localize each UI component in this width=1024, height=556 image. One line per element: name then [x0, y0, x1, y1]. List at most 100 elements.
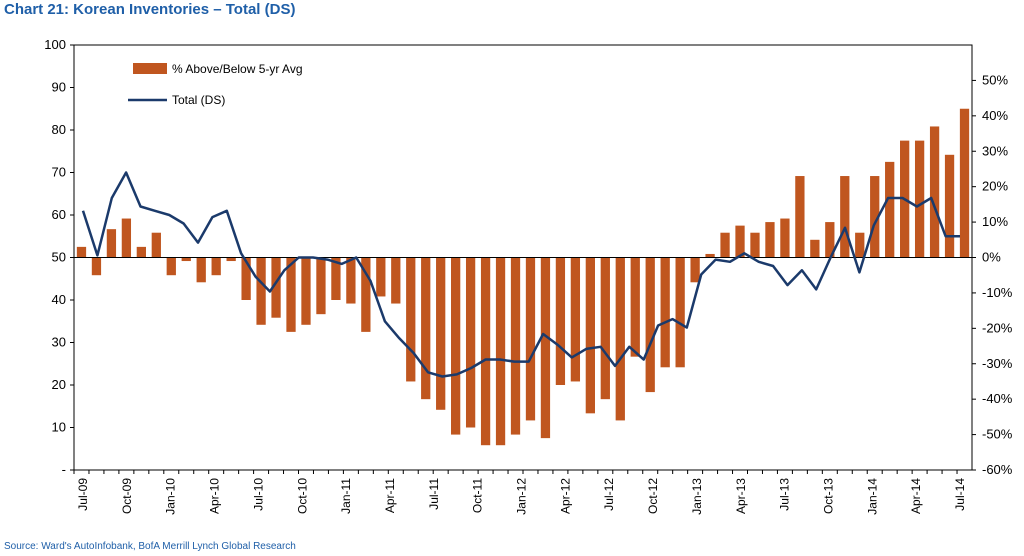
x-tick-label: Jul-14 — [953, 478, 967, 511]
x-tick-label: Jan-13 — [690, 478, 704, 515]
x-tick-label: Jan-11 — [339, 478, 353, 514]
bar — [136, 246, 146, 258]
bar — [211, 257, 221, 276]
line-series — [81, 171, 960, 378]
bar — [675, 257, 685, 368]
bar — [361, 257, 371, 332]
bar — [256, 257, 266, 325]
left-tick-label: 20 — [52, 377, 66, 392]
right-axis: -60% -50% -40% -30% -20% -10% 0% 10% 20% 30% 40% 50… — [972, 72, 1013, 477]
right-tick-label: -30% — [982, 356, 1013, 371]
bar — [780, 218, 790, 258]
bar — [331, 257, 341, 300]
bar — [914, 140, 925, 258]
bar — [885, 161, 895, 258]
x-tick-label: Jul-10 — [251, 478, 265, 511]
x-tick-label: Apr-13 — [734, 478, 748, 514]
bar — [286, 257, 296, 332]
bar — [810, 239, 820, 258]
x-tick-label: Oct-13 — [821, 478, 835, 514]
source-note: Source: Ward's AutoInfobank, BofA Merril… — [4, 541, 296, 552]
bar — [840, 176, 850, 258]
x-tick-label: Oct-12 — [646, 478, 660, 514]
left-axis: - 10 20 30 40 50 60 70 80 90 100 — [44, 37, 74, 477]
bar — [750, 232, 760, 258]
x-tick-label: Jan-12 — [515, 478, 529, 515]
bar — [166, 257, 176, 276]
bar — [121, 218, 132, 258]
bar — [346, 257, 356, 304]
left-tick-label: 60 — [52, 207, 66, 222]
bar — [660, 257, 670, 368]
legend-bar-label: % Above/Below 5-yr Avg — [172, 62, 303, 76]
bar — [91, 257, 102, 276]
left-tick-label: 30 — [52, 335, 66, 350]
x-tick-label: Jul-12 — [602, 478, 616, 511]
bar — [181, 257, 191, 262]
right-tick-label: -20% — [982, 320, 1013, 335]
x-axis: Jul-09 Oct-09 Jan-10 Apr-10 Jul-10 Oct-10 Jan-… — [73, 470, 967, 515]
right-tick-label: 40% — [982, 108, 1008, 123]
bar — [929, 126, 940, 258]
bar — [705, 253, 715, 258]
bar — [316, 257, 326, 315]
right-tick-label: -10% — [982, 285, 1013, 300]
bar — [525, 257, 536, 421]
x-tick-label: Apr-12 — [558, 478, 572, 514]
x-tick-label: Oct-10 — [295, 478, 309, 514]
x-tick-label: Jul-13 — [778, 478, 792, 511]
right-tick-label: -60% — [982, 462, 1013, 477]
bar — [870, 176, 880, 258]
bar — [645, 257, 655, 393]
x-tick-label: Oct-11 — [471, 478, 485, 513]
left-tick-label: 50 — [52, 250, 66, 265]
x-tick-label: Jul-11 — [427, 478, 441, 510]
bar — [825, 222, 835, 258]
bar — [480, 257, 491, 446]
x-tick-label: Apr-11 — [383, 478, 397, 513]
bar — [765, 222, 775, 258]
bar — [855, 232, 865, 258]
legend-line-label: Total (DS) — [172, 93, 225, 107]
bar — [585, 257, 595, 414]
bar — [795, 176, 805, 258]
right-tick-label: 50% — [982, 72, 1008, 87]
left-tick-label: 100 — [44, 37, 66, 52]
bar — [151, 232, 161, 258]
bar — [735, 225, 745, 258]
bar — [451, 257, 461, 435]
x-tick-label: Apr-10 — [208, 478, 222, 514]
bar — [376, 257, 386, 297]
bar — [301, 257, 311, 325]
bar — [720, 232, 730, 258]
left-tick-label: 80 — [52, 122, 66, 137]
x-tick-label: Jul-09 — [76, 478, 90, 511]
right-tick-label: 30% — [982, 143, 1008, 158]
total-line — [81, 171, 960, 378]
bar — [421, 257, 431, 400]
bar — [690, 257, 700, 283]
bar — [495, 257, 506, 446]
right-tick-label: 10% — [982, 214, 1008, 229]
right-tick-label: 0% — [982, 250, 1001, 265]
bar — [271, 257, 281, 318]
bar — [570, 257, 581, 382]
x-tick-label: Apr-14 — [909, 478, 923, 514]
x-tick-label: Jan-10 — [164, 478, 178, 515]
bar — [944, 154, 955, 258]
legend: % Above/Below 5-yr Avg Total (DS) — [128, 62, 303, 107]
bar — [600, 257, 610, 400]
left-tick-label: 90 — [52, 80, 66, 95]
x-tick-label: Oct-09 — [120, 478, 134, 514]
bar — [241, 257, 251, 300]
legend-bar-swatch — [133, 63, 167, 74]
bar — [615, 257, 625, 421]
bar — [540, 257, 551, 439]
bar — [196, 257, 206, 283]
chart-title: Chart 21: Korean Inventories – Total (DS… — [4, 1, 296, 18]
bar — [436, 257, 446, 410]
bar — [959, 108, 970, 258]
bar — [630, 257, 640, 357]
bar — [106, 229, 117, 258]
